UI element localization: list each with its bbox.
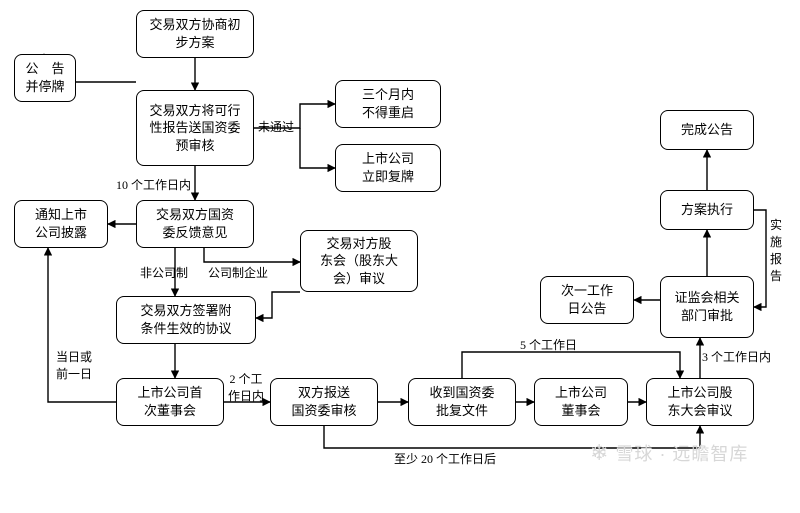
edge-label-l_3d: 3 个工作日内 (702, 348, 771, 365)
flow-node-n_bd2: 上市公司 董事会 (534, 378, 628, 426)
flow-node-n_counter_sh: 交易对方股 东会（股东大 会）审议 (300, 230, 418, 292)
edge-label-l_sameday: 当日或 前一日 (56, 348, 92, 382)
flow-node-n_receive: 收到国资委 批复文件 (408, 378, 516, 426)
flow-node-n_feedback: 交易双方国资 委反馈意见 (136, 200, 254, 248)
flow-node-n_done: 完成公告 (660, 110, 754, 150)
edge-label-l_10d: 10 个工作日内 (116, 176, 191, 193)
flow-node-label: 上市公司股 东大会审议 (667, 384, 732, 419)
flow-node-n_sign: 交易双方签署附 条件生效的协议 (116, 296, 256, 344)
flow-node-label: 交易双方协商初 步方案 (149, 16, 240, 51)
flow-node-label: 交易对方股 东会（股东大 会）审议 (320, 235, 398, 288)
flow-node-n_preaudit: 交易双方将可行 性报告送国资委 预审核 (136, 90, 254, 166)
flow-node-label: 完成公告 (681, 121, 733, 139)
flow-node-label: 证监会相关 部门审批 (674, 289, 739, 324)
flow-node-label: 上市公司 立即复牌 (362, 150, 414, 185)
watermark: ❄ 雪球 · 远瞻智库 (590, 440, 748, 466)
flow-node-n_nextday: 次一工作 日公告 (540, 276, 634, 324)
flow-node-label: 三个月内 不得重启 (362, 86, 414, 121)
flow-node-label: 交易双方国资 委反馈意见 (156, 206, 234, 241)
edge-label-l_corp: 公司制企业 (208, 264, 268, 281)
flow-node-n_exec: 方案执行 (660, 190, 754, 230)
flow-node-label: 交易双方将可行 性报告送国资委 预审核 (149, 102, 240, 155)
edge-label-l_5d: 5 个工作日 (520, 336, 577, 353)
flow-node-label: 公 告 并停牌 (25, 60, 64, 95)
flow-node-n_shmeet: 上市公司股 东大会审议 (646, 378, 754, 426)
flow-node-n_first_bd: 上市公司首 次董事会 (116, 378, 224, 426)
flow-node-n_start: 交易双方协商初 步方案 (136, 10, 254, 58)
flow-node-label: 通知上市 公司披露 (35, 206, 87, 241)
flow-node-label: 方案执行 (681, 201, 733, 219)
snowball-icon: ❄ (590, 440, 609, 466)
flow-node-label: 上市公司 董事会 (555, 384, 607, 419)
edge-e7 (204, 248, 300, 262)
flow-node-label: 收到国资委 批复文件 (429, 384, 494, 419)
flow-node-n_fail3m: 三个月内 不得重启 (335, 80, 441, 128)
flow-node-n_csrc: 证监会相关 部门审批 (660, 276, 754, 338)
edge-label-l_notpass: 未通过 (258, 118, 294, 135)
flowchart-canvas: ❄ 雪球 · 远瞻智库 公 告 并停牌 交易双方协商初 步方案交易双方将可行 性报… (0, 0, 800, 513)
edge-e16 (462, 352, 680, 378)
flow-node-label: 交易双方签署附 条件生效的协议 (140, 302, 231, 337)
flow-node-n_resume: 上市公司 立即复牌 (335, 144, 441, 192)
flow-node-label: 双方报送 国资委审核 (291, 384, 356, 419)
flow-node-n_notify: 通知上市 公司披露 (14, 200, 108, 248)
edge-label-l_20d: 至少 20 个工作日后 (394, 450, 496, 467)
flow-node-n_announce: 公 告 并停牌 (14, 54, 76, 102)
edge-label-l_2d: 2 个工 作日内 (228, 370, 264, 404)
edge-e8 (256, 292, 300, 318)
edge-e21 (754, 210, 766, 307)
watermark-text: 雪球 · 远瞻智库 (615, 440, 748, 466)
flow-node-label: 次一工作 日公告 (561, 282, 613, 317)
edge-label-l_report: 实 施 报 告 (770, 216, 782, 284)
edge-e3b (300, 128, 335, 168)
flow-node-label: 上市公司首 次董事会 (137, 384, 202, 419)
edge-label-l_noncorp: 非公司制 (140, 264, 188, 281)
flow-node-n_submit: 双方报送 国资委审核 (270, 378, 378, 426)
